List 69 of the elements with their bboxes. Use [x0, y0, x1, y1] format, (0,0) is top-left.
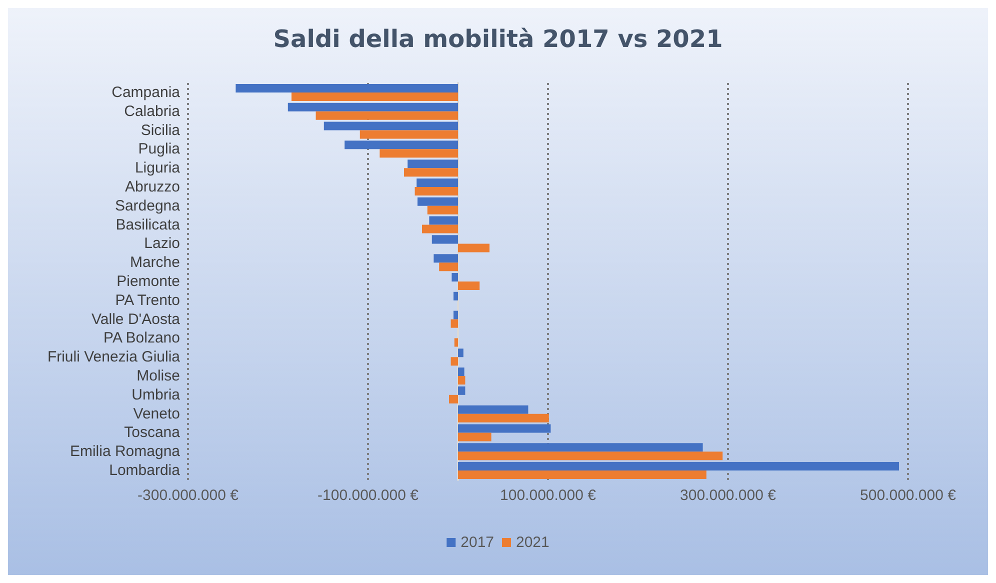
bar — [458, 432, 492, 442]
y-tick-label: Valle D'Aosta — [92, 310, 181, 328]
bar — [324, 122, 458, 130]
x-tick-label: -100.000.000 € — [318, 487, 420, 504]
bar — [418, 197, 458, 206]
y-tick-label: Emilia Romagna — [70, 443, 181, 460]
bar — [414, 186, 458, 196]
bar — [316, 111, 458, 120]
y-tick-label: Marche — [130, 254, 180, 272]
y-tick-label: Piemonte — [116, 273, 180, 290]
y-tick-label: Umbria — [132, 386, 181, 404]
bar — [432, 235, 458, 244]
bar — [360, 130, 458, 139]
bar — [458, 244, 490, 252]
bar — [288, 102, 458, 112]
y-tick-label: Calabria — [124, 102, 181, 120]
y-tick-label: Friuli Venezia Giulia — [47, 348, 181, 366]
bar — [458, 424, 551, 433]
y-tick-label: Molise — [136, 368, 180, 385]
bar — [458, 348, 464, 358]
bar — [450, 319, 458, 328]
bar — [452, 272, 458, 282]
legend-label: 2021 — [516, 534, 550, 551]
y-tick-label: Basilicata — [116, 216, 181, 234]
bar — [458, 368, 464, 376]
y-tick-label: PA Bolzano — [104, 330, 180, 347]
y-tick-label: Abruzzo — [124, 178, 180, 196]
bar — [454, 310, 458, 320]
bar — [458, 470, 706, 480]
bar — [429, 216, 458, 225]
y-tick-label: PA Trento — [115, 292, 180, 309]
bar — [458, 462, 899, 471]
y-tick-label: Puglia — [138, 140, 181, 158]
bar — [434, 254, 458, 263]
bar — [427, 206, 458, 214]
bar — [454, 292, 458, 300]
bar — [450, 357, 458, 366]
bar — [449, 394, 458, 404]
bar — [236, 84, 458, 92]
bar — [380, 149, 458, 158]
y-tick-label: Campania — [112, 84, 181, 101]
x-tick-label: 500.000.000 € — [860, 487, 957, 504]
y-tick-label: Veneto — [133, 405, 180, 422]
y-tick-label: Sicilia — [140, 122, 181, 139]
bar — [344, 140, 458, 150]
legend-label: 2017 — [460, 534, 494, 551]
bar — [458, 376, 466, 385]
bar — [458, 386, 466, 395]
chart-title: Saldi della mobilità 2017 vs 2021 — [273, 25, 723, 53]
bar — [292, 92, 458, 101]
bar — [422, 224, 458, 234]
bar — [458, 405, 528, 414]
x-tick-label: 300.000.000 € — [680, 487, 777, 504]
bar — [439, 262, 458, 272]
y-tick-label: Toscana — [124, 424, 181, 442]
y-tick-label: Lazio — [144, 235, 180, 252]
bar — [458, 414, 549, 422]
bar — [458, 443, 703, 452]
bar — [416, 178, 458, 187]
y-tick-label: Liguria — [134, 160, 181, 177]
x-tick-label: -300.000.000 € — [138, 487, 240, 504]
bar — [458, 282, 480, 290]
y-tick-label: Sardegna — [114, 197, 181, 214]
bar — [458, 452, 723, 460]
bar — [408, 160, 458, 168]
y-tick-label: Lombardia — [109, 462, 181, 480]
bar — [404, 168, 458, 177]
x-tick-label: 100.000.000 € — [500, 487, 597, 504]
bar — [454, 338, 458, 347]
